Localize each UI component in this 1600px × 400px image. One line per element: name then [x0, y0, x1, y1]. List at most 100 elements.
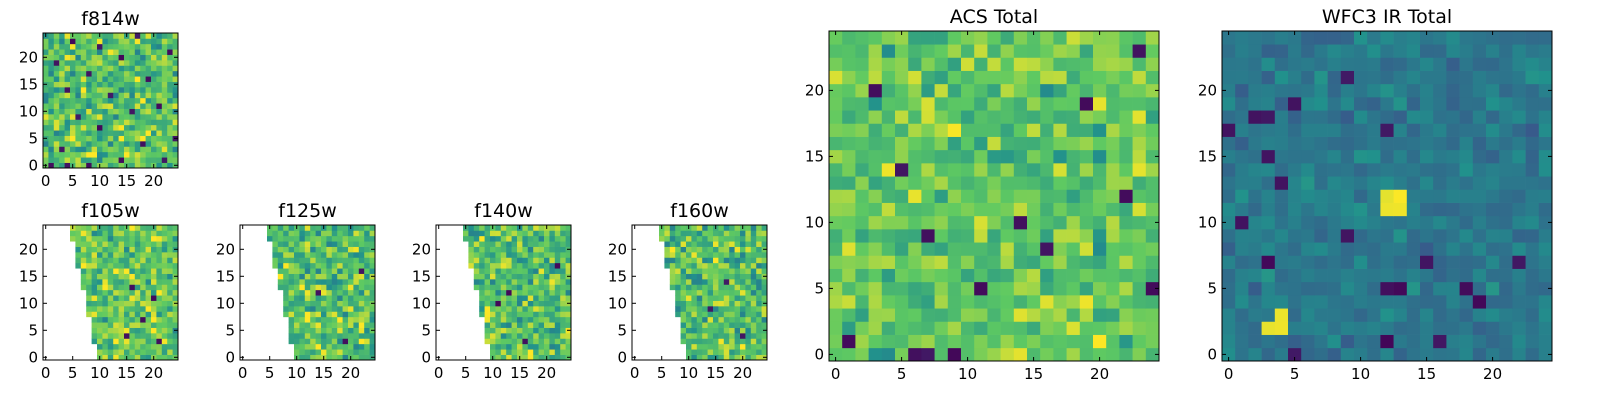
heatmap-cell — [750, 327, 757, 334]
heatmap-cell — [151, 108, 157, 115]
heatmap-cell — [1274, 123, 1289, 137]
heatmap-cell — [1472, 268, 1487, 283]
heatmap-cell — [161, 162, 168, 169]
heatmap-cell — [1222, 321, 1236, 335]
heatmap-cell — [506, 284, 512, 291]
heatmap-cell — [1327, 189, 1342, 203]
heatmap-cell — [468, 257, 475, 264]
heatmap-cell — [527, 311, 534, 318]
heatmap-cell — [669, 252, 676, 258]
heatmap-cell — [321, 295, 327, 301]
heatmap-cell — [364, 284, 370, 291]
heatmap-cell — [102, 81, 109, 88]
heatmap-cell — [348, 284, 354, 291]
heatmap-cell — [1538, 215, 1553, 230]
heatmap-cell — [1327, 31, 1342, 45]
heatmap-cell — [172, 119, 179, 126]
heatmap-cell — [80, 119, 87, 126]
heatmap-cell — [1222, 31, 1236, 45]
heatmap-cell — [1340, 321, 1355, 335]
heatmap-cell — [369, 349, 376, 355]
heatmap-cell — [129, 103, 136, 109]
heatmap-cell — [167, 225, 173, 231]
heatmap-cell — [283, 235, 289, 242]
heatmap-cell — [1079, 202, 1094, 217]
heatmap-cell — [921, 163, 935, 177]
heatmap-cell — [151, 70, 157, 77]
heatmap-cell — [1499, 44, 1513, 58]
heatmap-cell — [48, 33, 55, 39]
heatmap-cell — [118, 54, 125, 61]
heatmap-cell — [686, 279, 692, 285]
heatmap-cell — [686, 284, 692, 291]
heatmap-cell — [1040, 229, 1054, 243]
heatmap-cell — [1261, 347, 1276, 362]
heatmap-cell — [1380, 31, 1394, 45]
heatmap-cell — [484, 268, 491, 274]
y-tick-label: 5 — [28, 321, 38, 339]
heatmap-cell — [97, 130, 103, 136]
heatmap-cell — [659, 230, 665, 237]
heatmap-cell — [1288, 321, 1302, 335]
heatmap-cell — [750, 333, 757, 339]
heatmap-cell — [113, 246, 119, 253]
heatmap-cell — [1393, 110, 1408, 124]
heatmap-cell — [702, 338, 708, 345]
heatmap-cell — [702, 230, 708, 237]
heatmap-cell — [140, 97, 146, 104]
heatmap-cell — [881, 57, 896, 71]
heatmap-cell — [750, 284, 757, 291]
heatmap-cell — [277, 257, 284, 264]
heatmap-cell — [691, 235, 698, 242]
x-tick-label: 20 — [341, 364, 360, 382]
heatmap-cell — [1301, 110, 1315, 124]
heatmap-cell — [1340, 308, 1355, 322]
heatmap-cell — [947, 308, 962, 322]
heatmap-cell — [1027, 347, 1041, 362]
heatmap-cell — [151, 322, 157, 328]
y-tick-label: 10 — [1198, 213, 1217, 231]
heatmap-cell — [490, 279, 496, 285]
heatmap-cell — [680, 262, 687, 269]
heatmap-cell — [1354, 136, 1368, 151]
heatmap-cell — [102, 162, 109, 169]
heatmap-cell — [1340, 268, 1355, 283]
heatmap-cell — [473, 284, 480, 291]
heatmap-cell — [1027, 268, 1041, 283]
heatmap-cell — [1288, 202, 1302, 217]
heatmap-cell — [544, 235, 550, 242]
heatmap-cell — [86, 252, 92, 258]
heatmap-cell — [1486, 149, 1500, 164]
heatmap-cell — [156, 311, 163, 318]
heatmap-cell — [113, 225, 119, 231]
heatmap-cell — [1145, 149, 1160, 164]
heatmap-cell — [64, 135, 71, 142]
heatmap-cell — [299, 284, 306, 291]
heatmap-cell — [1000, 57, 1015, 71]
heatmap-cell — [1013, 149, 1028, 164]
heatmap-cell — [1446, 281, 1460, 296]
heatmap-cell — [1132, 255, 1147, 269]
heatmap-cell — [1093, 268, 1107, 283]
heatmap-cell — [511, 338, 518, 345]
heatmap-cell — [921, 31, 935, 45]
heatmap-cell — [1327, 83, 1342, 98]
heatmap-cell — [490, 235, 496, 242]
heatmap-cell — [1512, 268, 1526, 283]
heatmap-cell — [53, 87, 60, 93]
heatmap-cell — [1066, 163, 1081, 177]
heatmap-cell — [1145, 321, 1160, 335]
heatmap-cell — [107, 241, 114, 247]
heatmap-cell — [299, 295, 306, 301]
heatmap-cell — [745, 268, 752, 274]
heatmap-cell — [565, 338, 572, 345]
heatmap-cell — [713, 327, 719, 334]
heatmap-cell — [118, 235, 125, 242]
heatmap-cell — [702, 327, 708, 334]
heatmap-cell — [70, 157, 76, 163]
heatmap-cell — [348, 262, 354, 269]
heatmap-cell — [140, 33, 146, 39]
heatmap-cell — [97, 43, 103, 50]
heatmap-cell — [468, 235, 475, 242]
